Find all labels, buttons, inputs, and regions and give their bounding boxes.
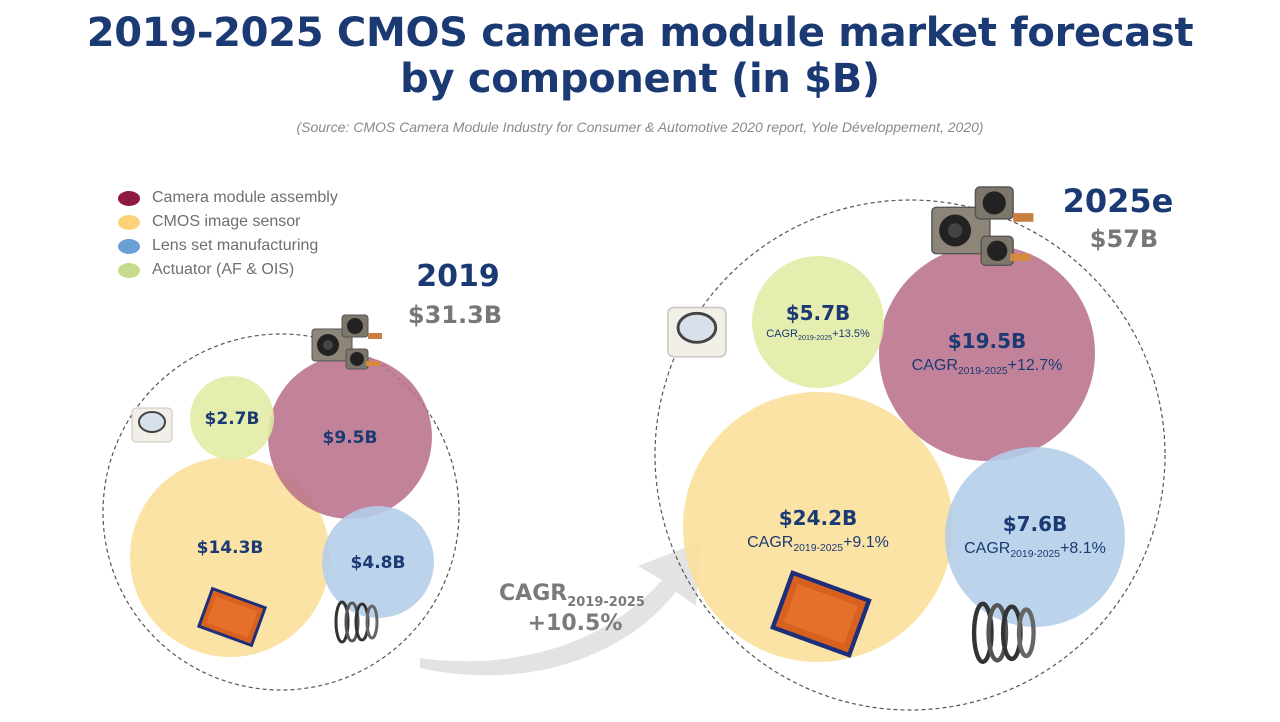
- lens-set-icon: [334, 600, 379, 644]
- chart-title: 2019-2025 CMOS camera module market fore…: [0, 10, 1280, 102]
- camera-module-icon: [311, 314, 382, 370]
- legend-label: Camera module assembly: [152, 189, 338, 206]
- bubble-value-label: $5.7B: [786, 301, 851, 325]
- bubble-lens-set-manufacturing: [945, 447, 1125, 627]
- bubble-value-label: $14.3B: [197, 538, 264, 558]
- image-sensor-icon: [770, 570, 872, 658]
- bubble-cagr-label: CAGR2019-2025+13.5%: [766, 328, 870, 342]
- legend-swatch: [118, 190, 140, 206]
- bubble-actuator-af-ois: [752, 256, 884, 388]
- legend-item-lens: Lens set manufacturing: [118, 234, 338, 258]
- chart-subtitle: (Source: CMOS Camera Module Industry for…: [296, 119, 984, 135]
- bubble-camera-module-assembly: [268, 355, 432, 519]
- bubble-value-label: $24.2B: [779, 506, 858, 530]
- total-outline-circle: [102, 333, 460, 691]
- bubble-value-label: $9.5B: [323, 428, 378, 448]
- bubble-camera-module-assembly: [879, 245, 1095, 461]
- actuator-icon: [667, 306, 727, 358]
- growth-arrow: [420, 542, 700, 676]
- legend-item-cmos: CMOS image sensor: [118, 210, 338, 234]
- bubble-group-2019: $9.5B $14.3B $4.8B $2.7B 2019 $31.3B: [102, 259, 502, 691]
- lens-set-icon: [971, 601, 1036, 664]
- legend-label: Lens set manufacturing: [152, 237, 319, 254]
- bubble-lens-set-manufacturing: [322, 506, 434, 618]
- bubble-actuator-af-ois: [190, 376, 274, 460]
- bubble-value-label: $4.8B: [351, 553, 406, 573]
- overall-cagr-label: CAGR2019-2025: [499, 581, 645, 610]
- overall-cagr-value: +10.5%: [528, 611, 623, 636]
- legend-swatch: [118, 214, 140, 230]
- bubble-value-label: $19.5B: [948, 329, 1027, 353]
- legend-label: CMOS image sensor: [152, 213, 301, 230]
- bubble-value-label: $2.7B: [205, 409, 260, 429]
- bubble-cagr-label: CAGR2019-2025+12.7%: [912, 357, 1063, 377]
- legend-swatch: [118, 238, 140, 254]
- bubble-cagr-label: CAGR2019-2025+8.1%: [964, 540, 1106, 560]
- legend-swatch: [118, 262, 140, 278]
- bubble-cmos-image-sensor: [683, 392, 953, 662]
- title-line-2: by component (in $B): [400, 56, 880, 102]
- overall-cagr-prefix: CAGR: [499, 581, 567, 606]
- legend-item-actuator: Actuator (AF & OIS): [118, 258, 338, 282]
- image-sensor-icon: [196, 586, 268, 648]
- year-label: 2019: [416, 259, 500, 294]
- overall-cagr-period: 2019-2025: [567, 595, 645, 610]
- bubble-cmos-image-sensor: [130, 457, 330, 657]
- bubble-value-label: $7.6B: [1003, 512, 1068, 536]
- actuator-icon: [131, 407, 173, 443]
- bubble-group-2025e: $19.5B CAGR2019-2025+12.7% $24.2B CAGR2019-…: [654, 182, 1174, 711]
- camera-module-icon: [931, 186, 1034, 267]
- year-label: 2025e: [1063, 182, 1174, 220]
- total-outline-circle: [654, 199, 1166, 711]
- legend-label: Actuator (AF & OIS): [152, 261, 295, 278]
- total-value-label: $31.3B: [408, 301, 502, 329]
- legend-item-assembly: Camera module assembly: [118, 186, 338, 210]
- bubble-cagr-label: CAGR2019-2025+9.1%: [747, 534, 889, 554]
- legend: Camera module assembly CMOS image sensor…: [118, 186, 338, 282]
- title-line-1: 2019-2025 CMOS camera module market fore…: [86, 10, 1194, 56]
- total-value-label: $57B: [1090, 225, 1158, 253]
